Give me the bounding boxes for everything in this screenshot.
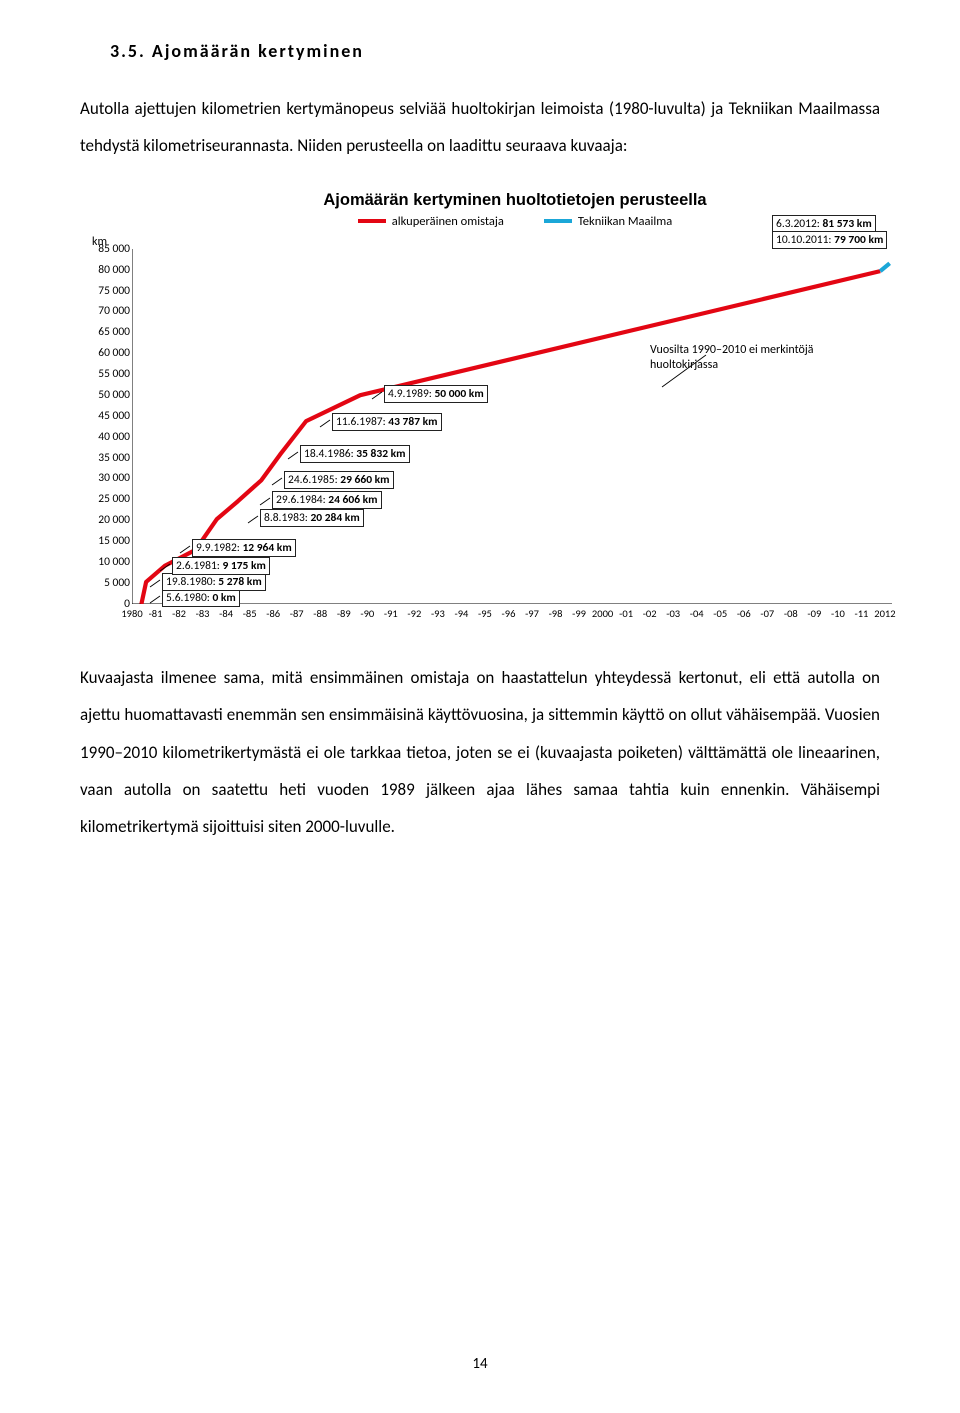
x-tick: -91: [384, 607, 398, 620]
data-callout: 11.6.1987: 43 787 km: [332, 413, 442, 431]
x-tick: -87: [290, 607, 304, 620]
x-tick: -89: [337, 607, 351, 620]
chart-container: Ajomäärän kertyminen huoltotietojen peru…: [70, 191, 890, 619]
legend-swatch-blue: [544, 219, 572, 223]
x-tick: -84: [219, 607, 233, 620]
y-tick: 35 000: [70, 451, 130, 465]
x-tick: 2000: [592, 607, 613, 620]
x-tick: -96: [502, 607, 516, 620]
data-callout: 18.4.1986: 35 832 km: [300, 445, 410, 463]
data-callout-upper: 10.10.2011: 79 700 km: [772, 231, 887, 249]
y-tick: 10 000: [70, 555, 130, 569]
legend-label-1: alkuperäinen omistaja: [392, 214, 504, 229]
data-callout: 24.6.1985: 29 660 km: [284, 471, 394, 489]
x-tick: -02: [643, 607, 657, 620]
legend-label-2: Tekniikan Maailma: [578, 214, 672, 229]
y-axis-label: km: [92, 235, 890, 249]
y-tick: 40 000: [70, 430, 130, 444]
intro-paragraph: Autolla ajettujen kilometrien kertymänop…: [80, 90, 880, 165]
x-tick: -98: [549, 607, 563, 620]
page-number: 14: [0, 1355, 960, 1373]
x-tick: -81: [149, 607, 163, 620]
data-callout: 9.9.1982: 12 964 km: [192, 539, 296, 557]
y-tick: 45 000: [70, 409, 130, 423]
x-tick: -09: [807, 607, 821, 620]
y-tick: 30 000: [70, 471, 130, 485]
data-callout: 19.8.1980: 5 278 km: [162, 573, 266, 591]
data-callout: 8.8.1983: 20 284 km: [260, 509, 364, 527]
x-tick: 2012: [874, 607, 895, 620]
x-tick: -99: [572, 607, 586, 620]
x-tick: -11: [854, 607, 868, 620]
x-tick: -88: [313, 607, 327, 620]
y-tick: 70 000: [70, 304, 130, 318]
y-tick: 25 000: [70, 492, 130, 506]
y-tick: 85 000: [70, 242, 130, 256]
y-tick: 5 000: [70, 576, 130, 590]
x-tick: -03: [666, 607, 680, 620]
y-tick: 50 000: [70, 388, 130, 402]
analysis-paragraph: Kuvaajasta ilmenee sama, mitä ensimmäine…: [80, 659, 880, 846]
y-tick: 55 000: [70, 367, 130, 381]
x-tick: -82: [172, 607, 186, 620]
legend-item-1: alkuperäinen omistaja: [358, 214, 504, 229]
x-tick: -92: [407, 607, 421, 620]
x-tick: 1980: [121, 607, 142, 620]
x-tick: -95: [478, 607, 492, 620]
x-tick: -05: [713, 607, 727, 620]
y-tick: 20 000: [70, 513, 130, 527]
chart-note: Vuosilta 1990–2010 ei merkintöjähuoltoki…: [650, 343, 813, 373]
chart-title: Ajomäärän kertyminen huoltotietojen peru…: [140, 191, 890, 210]
x-tick: -86: [266, 607, 280, 620]
x-tick: -07: [760, 607, 774, 620]
data-callout: 2.6.1981: 9 175 km: [172, 557, 270, 575]
x-tick: -83: [196, 607, 210, 620]
x-tick: -04: [690, 607, 704, 620]
legend-swatch-red: [358, 219, 386, 223]
data-callout: 5.6.1980: 0 km: [162, 589, 240, 607]
x-tick: -93: [431, 607, 445, 620]
data-callout: 4.9.1989: 50 000 km: [384, 385, 488, 403]
plot-area: 05 00010 00015 00020 00025 00030 00035 0…: [70, 249, 890, 619]
data-callout: 29.6.1984: 24 606 km: [272, 491, 382, 509]
x-tick: -10: [831, 607, 845, 620]
y-tick: 65 000: [70, 325, 130, 339]
y-tick: 60 000: [70, 346, 130, 360]
y-tick: 80 000: [70, 263, 130, 277]
x-tick: -85: [243, 607, 257, 620]
x-tick: -90: [360, 607, 374, 620]
section-heading: 3.5. Ajomäärän kertyminen: [110, 40, 880, 62]
x-tick: -08: [784, 607, 798, 620]
y-tick: 15 000: [70, 534, 130, 548]
y-tick: 75 000: [70, 284, 130, 298]
x-tick: -97: [525, 607, 539, 620]
legend-item-2: Tekniikan Maailma: [544, 214, 672, 229]
x-tick: -94: [454, 607, 468, 620]
x-tick: -01: [619, 607, 633, 620]
x-tick: -06: [737, 607, 751, 620]
